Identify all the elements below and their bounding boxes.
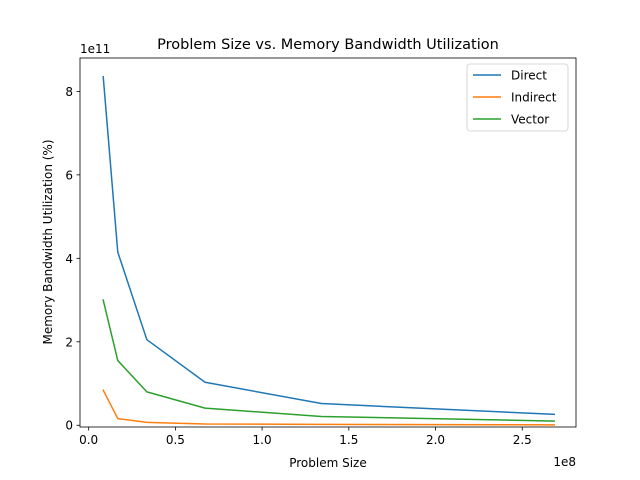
y-tick-label: 6 — [65, 168, 73, 182]
x-tick-label: 0.0 — [79, 433, 98, 447]
x-tick-label: 1.0 — [253, 433, 272, 447]
y-tick-label: 8 — [65, 85, 73, 99]
y-tick-label: 2 — [65, 335, 73, 349]
x-axis-label: Problem Size — [289, 456, 367, 470]
x-axis-scale-label: 1e8 — [553, 455, 576, 469]
legend-label-direct: Direct — [511, 69, 547, 83]
series-layer — [102, 75, 555, 426]
plot-frame — [79, 57, 577, 428]
x-tick-label: 2.0 — [426, 433, 445, 447]
y-tick-label: 4 — [65, 252, 73, 266]
x-tick-label: 0.5 — [166, 433, 185, 447]
series-line-direct — [102, 75, 555, 416]
y-axis-scale-label: 1e11 — [80, 42, 110, 56]
ticks-layer: 0.0 0.5 1.0 1.5 2.0 2.5 0 2 4 6 8 — [65, 85, 531, 447]
y-axis-label: Memory Bandwidth Utilization (%) — [41, 139, 55, 344]
series-line-vector — [102, 299, 555, 422]
legend-label-indirect: Indirect — [511, 91, 557, 105]
y-tick-label: 0 — [65, 419, 73, 433]
chart-title: Problem Size vs. Memory Bandwidth Utiliz… — [157, 37, 499, 53]
x-tick-label: 2.5 — [513, 433, 532, 447]
x-tick-label: 1.5 — [339, 433, 358, 447]
legend-label-vector: Vector — [511, 113, 549, 127]
series-line-indirect — [102, 389, 555, 426]
legend-box — [466, 63, 569, 132]
legend: Direct Indirect Vector — [466, 63, 569, 132]
